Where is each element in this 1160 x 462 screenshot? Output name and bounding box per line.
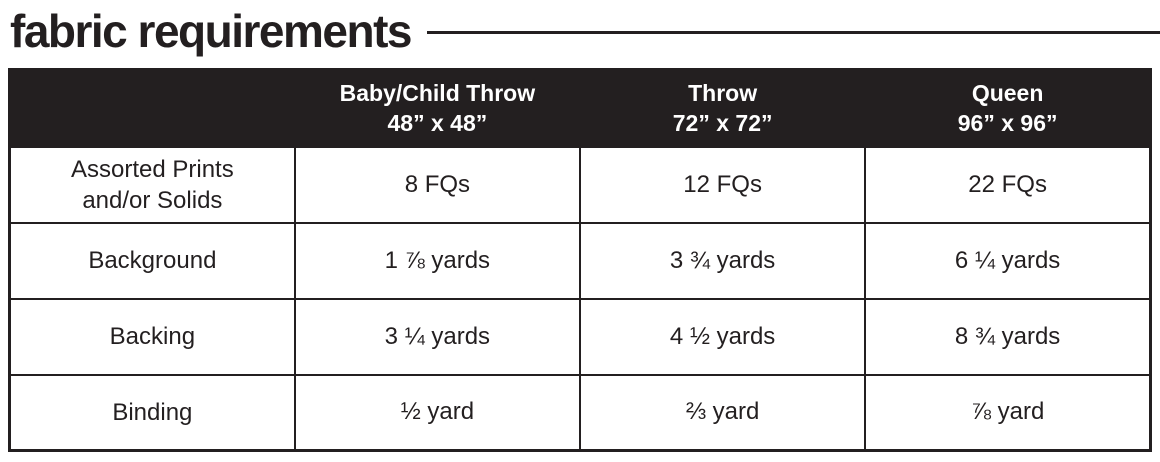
table-row: Binding ½ yard ⅔ yard ⅞ yard bbox=[8, 373, 1152, 452]
row-label: Background bbox=[8, 221, 296, 300]
value-cell: 4 ½ yards bbox=[578, 297, 867, 376]
row-label: Binding bbox=[8, 373, 296, 452]
value-cell: ⅞ yard bbox=[864, 373, 1152, 452]
table-row: Backing 3 ¼ yards 4 ½ yards 8 ¾ yards bbox=[8, 297, 1152, 376]
header-corner-cell bbox=[8, 68, 296, 148]
table-header: Baby/Child Throw 48” x 48” Throw 72” x 72” Q… bbox=[8, 68, 1152, 148]
column-name: Queen bbox=[971, 80, 1044, 107]
table-body: Assorted Prints and/or Solids 8 FQs 12 FQs… bbox=[8, 145, 1152, 452]
value-cell: 6 ¼ yards bbox=[864, 221, 1152, 300]
column-size: 96” x 96” bbox=[957, 110, 1058, 137]
column-header: Baby/Child Throw 48” x 48” bbox=[293, 68, 582, 148]
column-name: Baby/Child Throw bbox=[339, 80, 536, 107]
section-header: fabric requirements bbox=[0, 0, 1160, 58]
value-cell: 8 FQs bbox=[293, 145, 582, 224]
column-size: 72” x 72” bbox=[672, 110, 773, 137]
page-title: fabric requirements bbox=[10, 5, 412, 57]
row-label: Backing bbox=[8, 297, 296, 376]
value-cell: ½ yard bbox=[293, 373, 582, 452]
column-header: Queen 96” x 96” bbox=[864, 68, 1152, 148]
value-cell: 1 ⅞ yards bbox=[293, 221, 582, 300]
table-row: Background 1 ⅞ yards 3 ¾ yards 6 ¼ yards bbox=[8, 221, 1152, 300]
row-label: Assorted Prints and/or Solids bbox=[8, 145, 296, 224]
table-row: Assorted Prints and/or Solids 8 FQs 12 FQs… bbox=[8, 145, 1152, 224]
value-cell: 8 ¾ yards bbox=[864, 297, 1152, 376]
fabric-requirements-table: Baby/Child Throw 48” x 48” Throw 72” x 72” Q… bbox=[8, 68, 1152, 452]
column-name: Throw bbox=[688, 80, 758, 107]
value-cell: 12 FQs bbox=[578, 145, 867, 224]
value-cell: 22 FQs bbox=[864, 145, 1152, 224]
title-rule bbox=[426, 30, 1160, 34]
column-size: 48” x 48” bbox=[387, 110, 488, 137]
value-cell: 3 ¾ yards bbox=[578, 221, 867, 300]
value-cell: ⅔ yard bbox=[578, 373, 867, 452]
header-row: Baby/Child Throw 48” x 48” Throw 72” x 72” Q… bbox=[8, 68, 1152, 148]
value-cell: 3 ¼ yards bbox=[293, 297, 582, 376]
column-header: Throw 72” x 72” bbox=[578, 68, 867, 148]
